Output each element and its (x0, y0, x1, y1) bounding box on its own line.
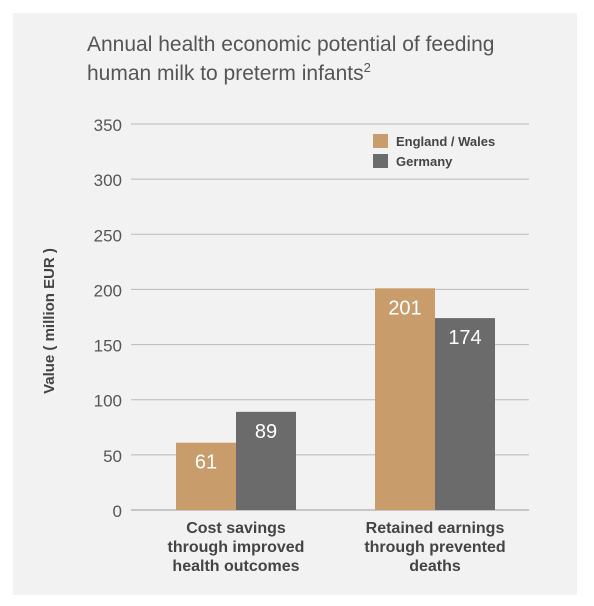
y-tick-label: 350 (94, 116, 122, 135)
y-tick-label: 300 (94, 171, 122, 190)
bar (236, 411, 296, 510)
x-tick-label-line: Retained earnings (366, 520, 505, 537)
x-tick-label-line: Cost savings (186, 520, 286, 537)
legend-label: Germany (396, 154, 453, 169)
data-label: 61 (195, 452, 217, 474)
x-tick-label-line: health outcomes (172, 558, 299, 575)
x-tick-label-line: through improved (168, 539, 305, 556)
data-label: 174 (448, 327, 481, 349)
y-tick-label: 50 (103, 447, 122, 466)
x-tick-label-line: through prevented (364, 539, 505, 556)
y-tick-label: 150 (94, 337, 122, 356)
x-tick-label: Retained earnings through prevented deaths (364, 520, 505, 575)
legend-swatch (373, 134, 388, 148)
data-label: 89 (255, 421, 277, 443)
y-tick-label: 100 (94, 392, 122, 411)
chart-title-text: Annual health economic potential of feed… (87, 33, 495, 85)
data-label: 201 (388, 297, 421, 319)
bar (375, 288, 435, 510)
bar (435, 318, 495, 510)
y-axis-title: Value ( million EUR ) (41, 248, 58, 394)
x-tick-label-line: deaths (409, 558, 461, 575)
chart-title: Annual health economic potential of feed… (87, 30, 557, 88)
legend-label: England / Wales (396, 134, 495, 149)
chart-title-footnote: 2 (363, 60, 371, 75)
y-tick-label: 250 (94, 226, 122, 245)
x-tick-label: Cost savings through improved health outco… (168, 520, 305, 575)
y-tick-label: 200 (94, 281, 122, 300)
bar (176, 442, 236, 510)
legend-swatch (373, 154, 388, 168)
y-tick-label: 0 (113, 502, 122, 521)
